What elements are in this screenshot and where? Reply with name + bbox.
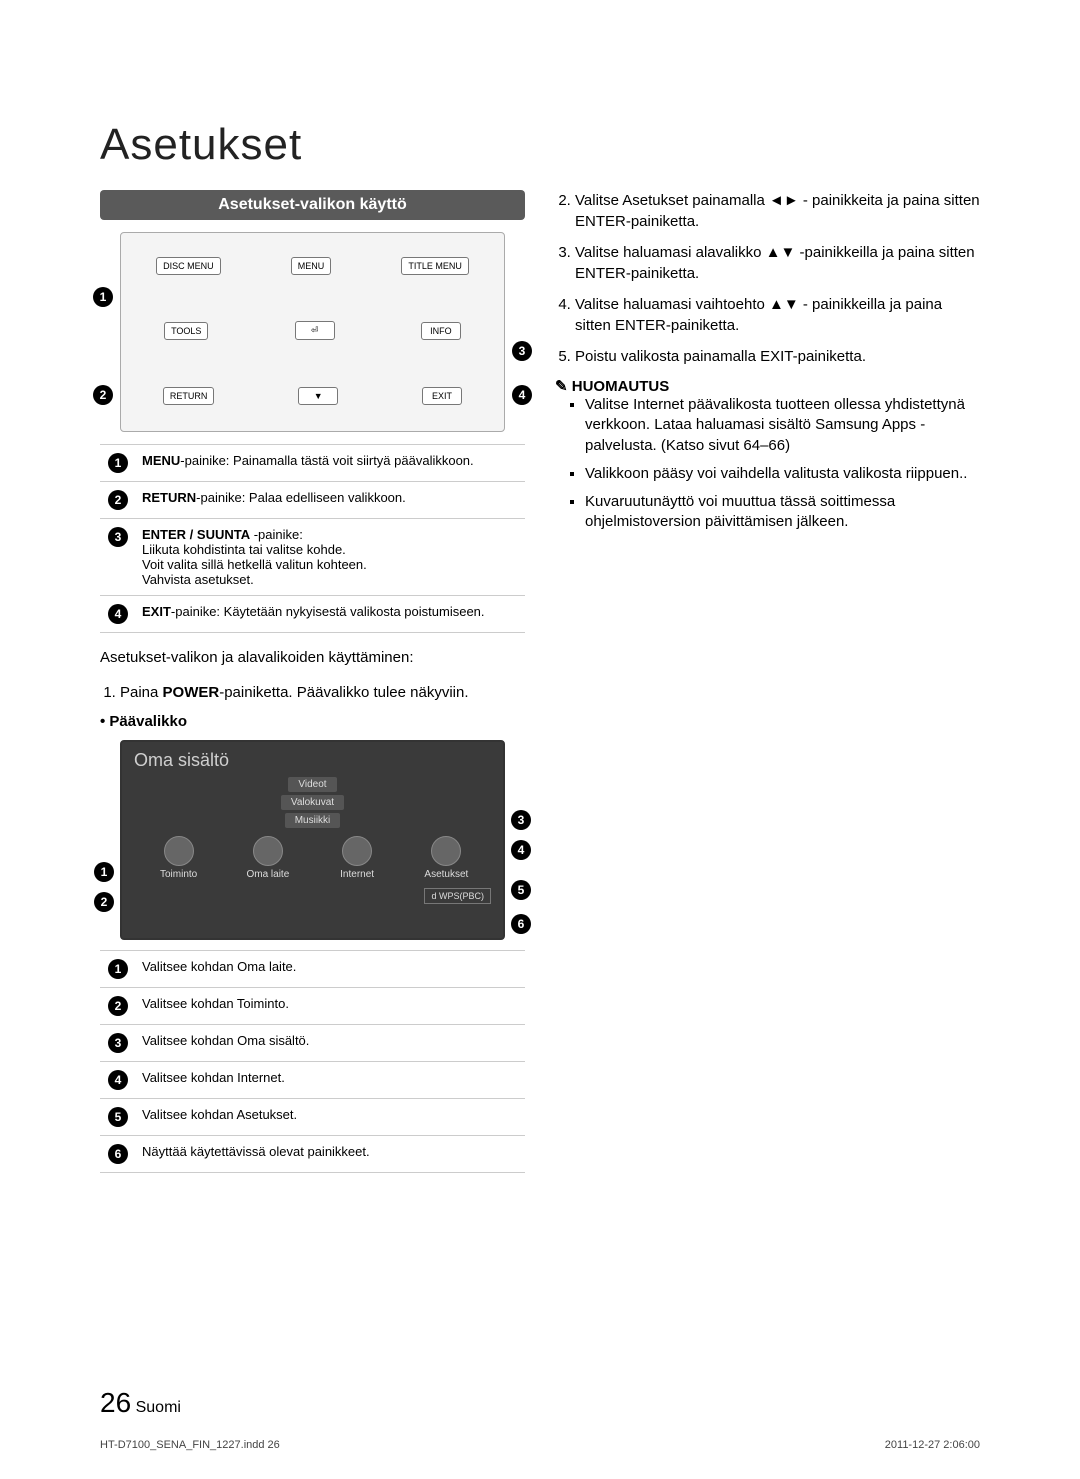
desc-text: Valitsee kohdan Toiminto. [136, 988, 525, 1025]
remote-btn-return: RETURN [163, 387, 215, 405]
menu-tab: Musiikki [285, 813, 341, 828]
remote-enter-icon: ⏎ [295, 321, 335, 340]
table-row: 2 Valitsee kohdan Toiminto. [100, 988, 525, 1025]
desc-text: Valitsee kohdan Oma sisältö. [136, 1025, 525, 1062]
bold-label: EXIT [142, 604, 171, 619]
step-5: Poistu valikosta painamalla EXIT-painike… [575, 346, 980, 367]
remote-btn-menu: MENU [291, 257, 332, 275]
desc-text: Valitsee kohdan Asetukset. [136, 1099, 525, 1136]
remote-btn-tools: TOOLS [164, 322, 208, 340]
table-row: 4 Valitsee kohdan Internet. [100, 1062, 525, 1099]
table-row: 2 RETURN-painike: Palaa edelliseen valikk… [100, 482, 525, 519]
num-icon: 2 [108, 996, 128, 1016]
table-row: 5 Valitsee kohdan Asetukset. [100, 1099, 525, 1136]
num-icon: 4 [108, 604, 128, 624]
step-2: Valitse Asetukset painamalla ◄► - painik… [575, 190, 980, 232]
callout-1: 1 [93, 287, 113, 307]
menu-title: Oma sisältö [134, 750, 491, 771]
num-icon: 5 [108, 1107, 128, 1127]
page-title: Asetukset [100, 120, 980, 170]
menu-callout-5: 5 [511, 880, 531, 900]
desc-text: Valitsee kohdan Oma laite. [136, 951, 525, 988]
remote-down-icon: ▼ [298, 387, 338, 405]
desc-text: -painike: Painamalla tästä voit siirtyä … [180, 453, 473, 468]
menu-callout-4: 4 [511, 840, 531, 860]
menu-icon: Asetukset [416, 836, 476, 880]
remote-btn-exit: EXIT [422, 387, 462, 405]
num-icon: 3 [108, 1033, 128, 1053]
num-icon: 2 [108, 490, 128, 510]
table-row: 1 Valitsee kohdan Oma laite. [100, 951, 525, 988]
num-icon: 1 [108, 959, 128, 979]
menu-footer-bar: d WPS(PBC) [424, 888, 491, 904]
table-row: 3ENTER / SUUNTA -painike: Liikuta kohdis… [100, 519, 525, 596]
callout-2: 2 [93, 385, 113, 405]
note-item: Valitse Internet päävalikosta tuotteen o… [585, 395, 980, 456]
num-icon: 4 [108, 1070, 128, 1090]
page-number: 26 Suomi [100, 1387, 181, 1419]
menu-callout-2: 2 [94, 892, 114, 912]
paragraph: Asetukset-valikon ja alavalikoiden käytt… [100, 649, 525, 666]
table-row: 3 Valitsee kohdan Oma sisältö. [100, 1025, 525, 1062]
menu-desc-table: 1 Valitsee kohdan Oma laite. 2 Valitsee ko… [100, 950, 525, 1173]
desc-text: Näyttää käytettävissä olevat painikkeet. [136, 1136, 525, 1173]
num-icon: 1 [108, 453, 128, 473]
print-footer: HT-D7100_SENA_FIN_1227.indd 262011-12-27… [100, 1439, 980, 1451]
steps-left: Paina POWER-painiketta. Päävalikko tulee… [100, 682, 525, 703]
menu-icon: Toiminto [149, 836, 209, 880]
steps-right: Valitse Asetukset painamalla ◄► - painik… [555, 190, 980, 367]
step-1: Paina POWER-painiketta. Päävalikko tulee… [120, 682, 525, 703]
step-3: Valitse haluamasi alavalikko ▲▼ -painikk… [575, 242, 980, 284]
table-row: 6 Näyttää käytettävissä olevat painikkeet… [100, 1136, 525, 1173]
menu-icon: Internet [327, 836, 387, 880]
num-icon: 6 [108, 1144, 128, 1164]
step-4: Valitse haluamasi vaihtoehto ▲▼ - painik… [575, 294, 980, 336]
callout-3: 3 [512, 341, 532, 361]
remote-diagram: 1 2 3 4 DISC MENU MENU TITLE MENU TOOLS … [120, 232, 505, 432]
desc-text: -painike: Käytetään nykyisestä valikosta… [171, 604, 485, 619]
bold-label: RETURN [142, 490, 196, 505]
table-row: 1 MENU-painike: Painamalla tästä voit sii… [100, 445, 525, 482]
menu-diagram: 1 2 3 4 5 6 Oma sisältö Videot Valokuvat… [120, 740, 505, 940]
table-row: 4 EXIT-painike: Käytetään nykyisestä vali… [100, 596, 525, 633]
menu-tab: Videot [288, 777, 336, 792]
menu-tab: Valokuvat [281, 795, 344, 810]
subhead-paavalikko: • Päävalikko [100, 713, 525, 730]
remote-btn-disc-menu: DISC MENU [156, 257, 221, 275]
menu-icon: Oma laite [238, 836, 298, 880]
remote-btn-title-menu: TITLE MENU [401, 257, 469, 275]
menu-callout-1: 1 [94, 862, 114, 882]
menu-callout-3: 3 [511, 810, 531, 830]
desc-text: -painike: Palaa edelliseen valikkoon. [196, 490, 406, 505]
remote-desc-table: 1 MENU-painike: Painamalla tästä voit sii… [100, 444, 525, 633]
bold-label: ENTER / SUUNTA [142, 527, 250, 542]
desc-text: Valitsee kohdan Internet. [136, 1062, 525, 1099]
bold-label: MENU [142, 453, 180, 468]
num-icon: 3 [108, 527, 128, 547]
callout-4: 4 [512, 385, 532, 405]
note-item: Valikkoon pääsy voi vaihdella valitusta … [585, 464, 980, 484]
menu-callout-6: 6 [511, 914, 531, 934]
note-item: Kuvaruutunäyttö voi muuttua tässä soitti… [585, 492, 980, 533]
section-header: Asetukset-valikon käyttö [100, 190, 525, 220]
remote-btn-info: INFO [421, 322, 461, 340]
note-list: Valitse Internet päävalikosta tuotteen o… [555, 395, 980, 533]
note-head: ✎ HUOMAUTUS [555, 377, 980, 395]
